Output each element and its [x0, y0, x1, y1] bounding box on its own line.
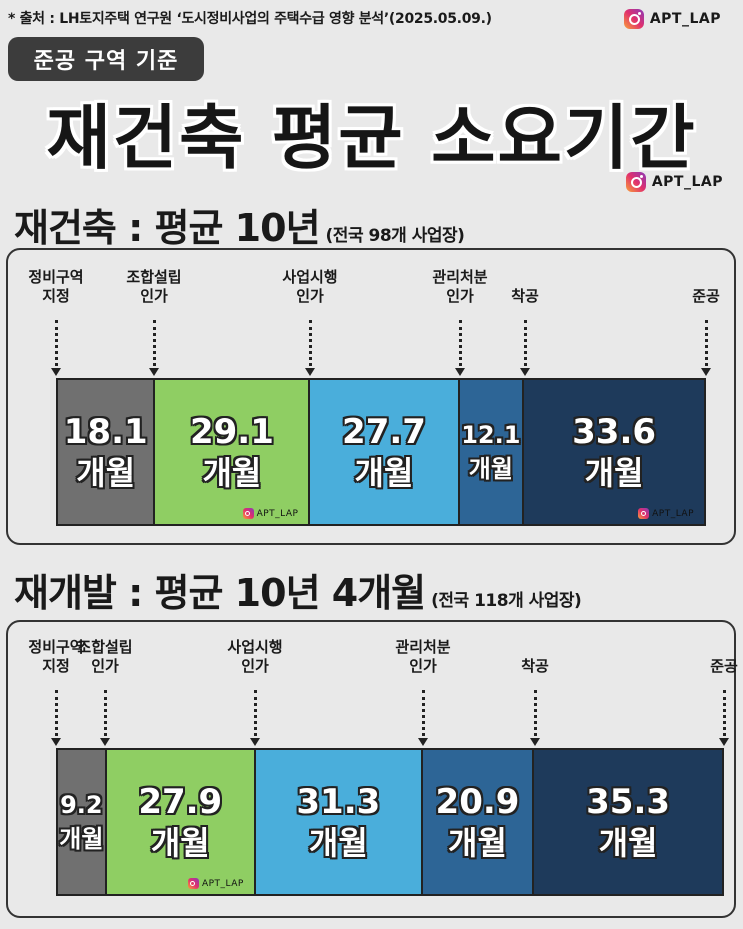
data-label-unit: 개월	[308, 824, 368, 862]
stage-arrow	[104, 690, 107, 742]
stage-label: 사업시행 인가	[227, 638, 283, 675]
stage-arrowhead	[455, 368, 465, 376]
bar-segment: 35.3 개월	[534, 750, 723, 894]
data-label-unit: 개월	[598, 824, 658, 862]
section-title-reconstruction: 재건축 : 평균 10년 (전국 98개 사업장)	[14, 197, 465, 252]
stage-label: 관리처분 인가	[432, 268, 488, 305]
stage-arrow	[524, 320, 527, 372]
chart-subtitle: (전국 98개 사업장)	[325, 226, 465, 246]
handle-label: APT_LAP	[649, 11, 721, 27]
stage-arrowhead	[51, 368, 61, 376]
watermark-label: APT_LAP	[201, 878, 244, 889]
data-label-unit: 개월	[584, 454, 644, 492]
stage-arrowhead	[418, 738, 428, 746]
data-label-value: 29.1	[189, 412, 274, 452]
reconstruction-chart: 정비구역 지정 조합설립 인가 사업시행 인가 관리처분 인가 착공 준공 18.1 개월 29.1 개월…	[8, 250, 734, 543]
stage-arrowhead	[530, 738, 540, 746]
stage-arrowhead	[250, 738, 260, 746]
data-label-value: 31.3	[296, 782, 381, 822]
chart-subtitle: (전국 118개 사업장)	[431, 591, 582, 611]
data-label-unit: 개월	[150, 824, 210, 862]
instagram-handle-title: APT_LAP	[625, 172, 723, 192]
data-label-value: 35.3	[586, 782, 671, 822]
bar-segment: 27.9 개월 APT_LAP	[106, 750, 256, 894]
stage-arrowhead	[149, 368, 159, 376]
reconstruction-chart-panel: 정비구역 지정 조합설립 인가 사업시행 인가 관리처분 인가 착공 준공 18.1 개월 29.1 개월…	[6, 248, 736, 545]
instagram-handle-top: APT_LAP	[623, 9, 721, 29]
stage-arrow	[153, 320, 156, 372]
watermark: APT_LAP	[187, 878, 244, 889]
stage-arrowhead	[701, 368, 711, 376]
stage-label: 착공	[511, 287, 539, 305]
stage-arrow	[534, 690, 537, 742]
stage-arrow	[723, 690, 726, 742]
stage-label: 준공	[692, 287, 720, 305]
watermark: APT_LAP	[242, 508, 299, 519]
stage-arrowhead	[100, 738, 110, 746]
section-title-redevelopment: 재개발 : 평균 10년 4개월 (전국 118개 사업장)	[14, 562, 582, 617]
redevelopment-chart-panel: 정비구역 지정 조합설립 인가 사업시행 인가 관리처분 인가 착공 준공 9.2 개월 27.9 개월 A…	[6, 620, 738, 918]
watermark-label: APT_LAP	[256, 508, 299, 519]
instagram-icon	[242, 508, 254, 519]
data-label-value: 33.6	[572, 412, 657, 452]
bar-segment: 31.3 개월	[255, 750, 423, 894]
stage-label: 준공	[710, 657, 738, 675]
stage-label: 사업시행 인가	[282, 268, 338, 305]
source-citation: * 출처 : LH토지주택 연구원 ‘도시정비사업의 주택수급 영향 분석’(2…	[8, 11, 492, 27]
data-label-unit: 개월	[468, 455, 513, 483]
chart-title: 재개발 : 평균 10년 4개월	[14, 571, 426, 615]
watermark-label: APT_LAP	[652, 508, 695, 519]
handle-label: APT_LAP	[651, 174, 723, 190]
page-title: 재건축 평균 소요기간	[46, 97, 697, 179]
data-label-value: 9.2	[60, 791, 103, 819]
instagram-icon	[638, 508, 650, 519]
data-label-unit: 개월	[354, 454, 414, 492]
stage-arrowhead	[305, 368, 315, 376]
instagram-icon	[187, 878, 199, 889]
data-label-unit: 개월	[202, 454, 262, 492]
stage-label: 조합설립 인가	[126, 268, 182, 305]
stage-arrow	[55, 690, 58, 742]
bar-segment: 29.1 개월 APT_LAP	[155, 380, 311, 524]
data-label-value: 18.1	[63, 412, 148, 452]
data-label-unit: 개월	[448, 824, 507, 862]
bar-segment: 9.2 개월	[58, 750, 107, 894]
stage-arrow	[309, 320, 312, 372]
stacked-bar: 9.2 개월 27.9 개월 APT_LAP 31.3 개월 20.9 개월 35.3 개월	[56, 748, 724, 896]
instagram-icon	[625, 172, 646, 192]
stage-label: 착공	[521, 657, 549, 675]
bar-segment: 33.6 개월 APT_LAP	[524, 380, 705, 524]
stage-arrow	[422, 690, 425, 742]
data-label-value: 12.1	[461, 421, 521, 449]
stage-arrow	[55, 320, 58, 372]
stage-arrow	[254, 690, 257, 742]
stage-arrow	[459, 320, 462, 372]
stage-label: 조합설립 인가	[77, 638, 133, 675]
watermark: APT_LAP	[638, 508, 694, 519]
chart-title: 재건축 : 평균 10년	[14, 206, 321, 250]
stage-label: 정비구역 지정	[28, 638, 84, 675]
data-label-unit: 개월	[59, 825, 104, 853]
stage-arrowhead	[51, 738, 61, 746]
bar-segment: 18.1 개월	[58, 380, 156, 524]
stacked-bar: 18.1 개월 29.1 개월 APT_LAP 27.7 개월 12.1 개월 33.6 개월 APT…	[56, 378, 706, 526]
stage-label: 정비구역 지정	[28, 268, 84, 305]
criteria-badge: 준공 구역 기준	[8, 37, 204, 81]
instagram-icon	[623, 9, 644, 29]
bar-segment: 12.1 개월	[459, 380, 525, 524]
data-label-value: 20.9	[435, 782, 520, 822]
data-label-value: 27.7	[342, 412, 426, 452]
bar-segment: 20.9 개월	[422, 750, 535, 894]
stage-arrowhead	[520, 368, 530, 376]
data-label-value: 27.9	[138, 782, 223, 822]
stage-arrow	[705, 320, 708, 372]
redevelopment-chart: 정비구역 지정 조합설립 인가 사업시행 인가 관리처분 인가 착공 준공 9.2 개월 27.9 개월 A…	[8, 622, 738, 916]
data-label-unit: 개월	[76, 454, 136, 492]
bar-segment: 27.7 개월	[310, 380, 460, 524]
stage-arrowhead	[719, 738, 729, 746]
stage-label: 관리처분 인가	[395, 638, 451, 675]
